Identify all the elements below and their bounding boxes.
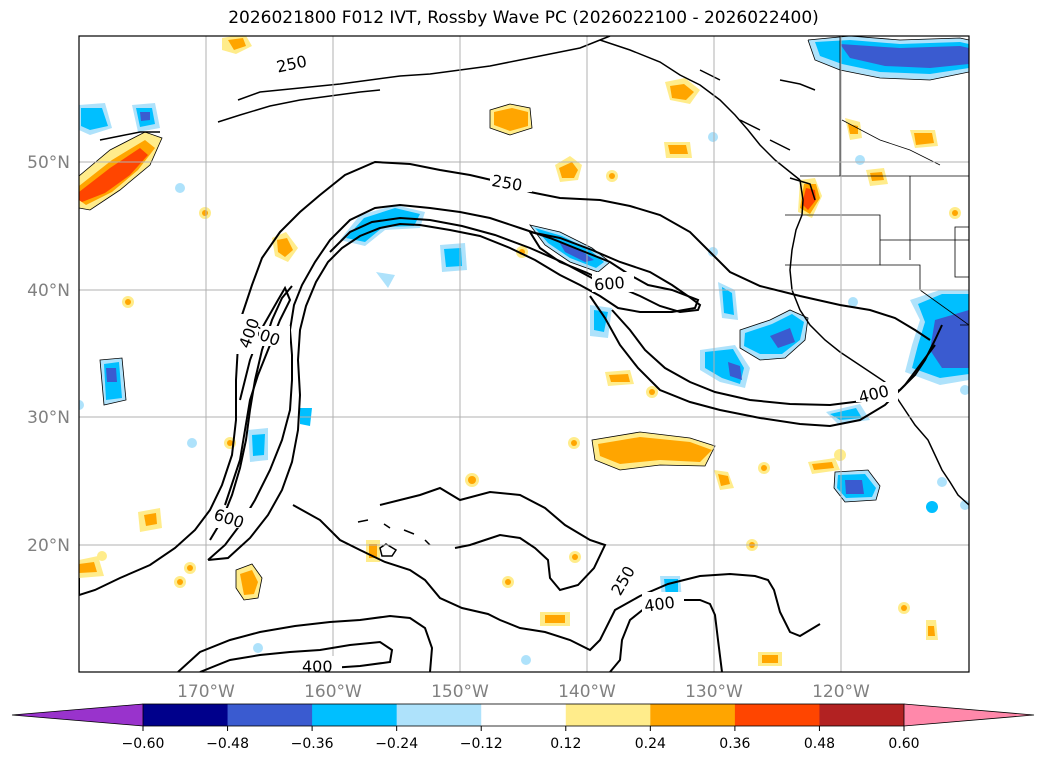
contour-250-lower: [379, 486, 607, 592]
contour-250-southeast: [589, 295, 936, 428]
colorbar-frame: [142, 703, 905, 727]
negative-anomaly-fills: [79, 36, 969, 665]
colorbar-segment: [143, 704, 229, 726]
colorbar-segment: [227, 704, 313, 726]
lon-label-130w: 130°W: [685, 682, 743, 702]
contour-label-400-south: 400: [643, 593, 676, 616]
map-area: 250 250 600 600 400 600 400 250 400 400: [79, 36, 969, 676]
contour-label-400-bottom: 400: [302, 657, 333, 676]
colorbar-segment: [650, 704, 736, 726]
lon-label-140w: 140°W: [558, 682, 616, 702]
colorbar-tick-label: 0.12: [550, 736, 581, 752]
lon-label-160w: 160°W: [304, 682, 362, 702]
colorbar-tick-label: −0.24: [375, 736, 418, 752]
colorbar-segment: [312, 704, 398, 726]
lat-label-40n: 40°N: [27, 281, 70, 301]
colorbar-tick-label: 0.36: [719, 736, 750, 752]
colorbar-extend-min: [12, 704, 143, 726]
colorbar-segment: [565, 704, 651, 726]
colorbar-left-arrow-outline: [11, 703, 144, 727]
contour-400-east: [611, 309, 943, 407]
anomaly-outlines: [79, 36, 969, 601]
lon-label-170w: 170°W: [177, 682, 235, 702]
map-frame: [78, 35, 970, 673]
colorbar-right-arrow-outline: [903, 703, 1035, 727]
colorbar-segment: [734, 704, 820, 726]
gridlines: [79, 36, 969, 672]
colorbar-segment: [819, 704, 905, 726]
coastlines: [99, 36, 969, 557]
lat-label-30n: 30°N: [27, 408, 70, 428]
colorbar-tick-label: −0.36: [291, 736, 334, 752]
positive-anomaly-fills: [79, 36, 961, 666]
colorbar-extend-max: [904, 704, 1034, 726]
colorbar-tick-label: 0.60: [888, 736, 919, 752]
contour-600-east-lobe: [527, 230, 702, 314]
contour-400-outer: [207, 203, 700, 561]
colorbar-labels: −0.60 −0.48 −0.36 −0.24 −0.12 0.12 0.24 0.36 0.4…: [122, 726, 920, 752]
colorbar-tick-label: −0.12: [460, 736, 503, 752]
colorbar-tick-label: −0.48: [206, 736, 249, 752]
contour-250-main: [79, 160, 931, 596]
contour-label-600-east: 600: [593, 273, 625, 295]
colorbar: −0.60 −0.48 −0.36 −0.24 −0.12 0.12 0.24 0.36 0.4…: [11, 703, 1035, 752]
lon-label-150w: 150°W: [431, 682, 489, 702]
contour-labels: 250 250 600 600 400 600 400 250 400 400: [211, 52, 898, 676]
colorbar-tick-label: 0.24: [635, 736, 666, 752]
lat-label-20n: 20°N: [27, 536, 70, 556]
colorbar-segments: [12, 704, 1034, 726]
colorbar-tick-label: −0.60: [122, 736, 165, 752]
contour-250-outer: [177, 614, 434, 672]
contour-400-bottom: [199, 640, 394, 672]
ivt-contours: [79, 160, 943, 672]
colorbar-segment: [396, 704, 482, 726]
colorbar-segment: [481, 704, 567, 726]
colorbar-tick-label: 0.48: [804, 736, 835, 752]
map-title: 2026021800 F012 IVT, Rossby Wave PC (202…: [228, 8, 819, 28]
lon-label-120w: 120°W: [812, 682, 870, 702]
political-borders: [785, 36, 969, 326]
lat-label-50n: 50°N: [27, 153, 70, 173]
